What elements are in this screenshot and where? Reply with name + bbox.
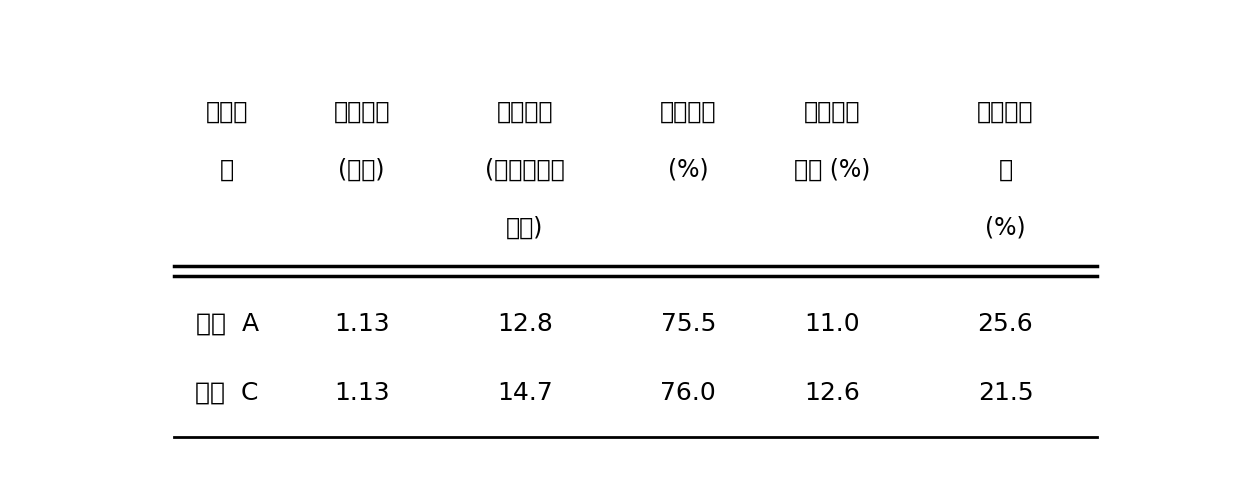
Text: 12.8: 12.8: [497, 312, 553, 336]
Text: 能量转化: 能量转化: [805, 100, 861, 124]
Text: (伏特): (伏特): [339, 158, 384, 182]
Text: 器件  C: 器件 C: [196, 381, 259, 405]
Text: 厘米): 厘米): [506, 216, 543, 240]
Text: 器件类: 器件类: [206, 100, 248, 124]
Text: 短路电流: 短路电流: [497, 100, 553, 124]
Text: 21.5: 21.5: [977, 381, 1033, 405]
Text: 1.13: 1.13: [334, 381, 389, 405]
Text: 器件  A: 器件 A: [196, 312, 259, 336]
Text: (%): (%): [985, 216, 1025, 240]
Text: 25.6: 25.6: [977, 312, 1033, 336]
Text: 填充因子: 填充因子: [660, 100, 717, 124]
Text: 14.7: 14.7: [497, 381, 553, 405]
Text: 11.0: 11.0: [805, 312, 861, 336]
Text: 76.0: 76.0: [661, 381, 717, 405]
Text: 平均透光: 平均透光: [977, 100, 1034, 124]
Text: 12.6: 12.6: [805, 381, 861, 405]
Text: (毫安每平方: (毫安每平方: [485, 158, 565, 182]
Text: 型: 型: [219, 158, 234, 182]
Text: 75.5: 75.5: [661, 312, 715, 336]
Text: 开路电压: 开路电压: [334, 100, 389, 124]
Text: 效率 (%): 效率 (%): [795, 158, 870, 182]
Text: 率: 率: [998, 158, 1013, 182]
Text: (%): (%): [668, 158, 709, 182]
Text: 1.13: 1.13: [334, 312, 389, 336]
